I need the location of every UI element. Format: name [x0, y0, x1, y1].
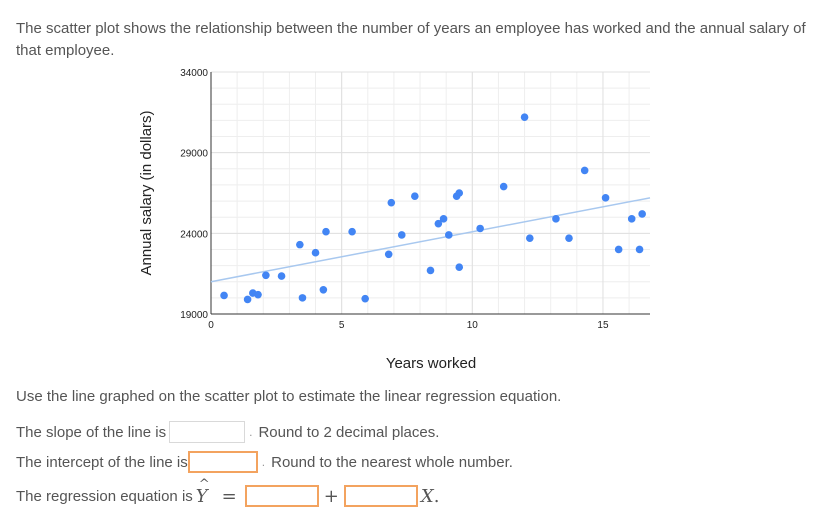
data-point [552, 215, 560, 223]
data-point [243, 295, 252, 304]
equation-slope-input[interactable] [343, 485, 418, 507]
slope-label: The slope of the line is [16, 423, 167, 441]
x-tick-label: 0 [208, 320, 214, 331]
data-point [254, 290, 262, 299]
data-point [565, 234, 573, 242]
data-point [455, 263, 464, 272]
data-point [614, 245, 623, 254]
data-point [525, 234, 534, 242]
equation-label: The regression equation is [16, 487, 193, 505]
intercept-label: The intercept of the line is [16, 453, 188, 471]
slope-input[interactable] [169, 421, 246, 443]
data-point [384, 250, 393, 259]
data-point [387, 198, 396, 207]
data-point [426, 266, 435, 275]
data-point [298, 294, 307, 302]
hat-symbol: ^ [198, 476, 210, 492]
data-point [455, 189, 464, 197]
equation-period: . [433, 485, 440, 507]
y-tick-label: 29000 [180, 149, 208, 160]
equation-row: The regression equation is ^ Y = + X . [16, 477, 440, 507]
x-tick-label: 10 [467, 320, 479, 331]
y-axis-title: Annual salary (in dollars) [138, 110, 155, 275]
trend-line [210, 197, 651, 283]
data-point [361, 294, 369, 303]
plus-sign: + [323, 485, 339, 507]
y-tick-label: 19000 [180, 310, 208, 321]
data-point [348, 227, 356, 236]
data-point [444, 231, 453, 239]
equals-sign: = [221, 485, 237, 507]
data-point [311, 248, 320, 257]
data-point [319, 286, 328, 294]
hint-separator: . [249, 425, 253, 439]
data-point [411, 192, 419, 201]
data-point [601, 194, 610, 202]
data-point [499, 182, 508, 191]
data-point [397, 231, 406, 239]
y-symbol: Y [195, 485, 208, 507]
x-tick-label: 5 [339, 320, 345, 331]
equation-intercept-input[interactable] [244, 485, 319, 507]
y-hat-symbol: ^ Y [195, 477, 210, 507]
data-point [296, 240, 304, 249]
y-tick-label: 34000 [180, 68, 208, 79]
x-axis-title: Years worked [386, 355, 476, 372]
data-point [638, 210, 646, 218]
instruction-text: Use the line graphed on the scatter plot… [16, 388, 562, 405]
y-tick-label: 24000 [180, 229, 208, 240]
intercept-input[interactable] [187, 451, 258, 473]
hint-separator: . [261, 455, 266, 469]
data-point [277, 272, 286, 280]
slope-hint: Round to 2 decimal places. [258, 423, 440, 441]
data-point [322, 227, 330, 236]
question-text: The scatter plot shows the relationship … [16, 20, 806, 59]
data-point [580, 166, 589, 175]
data-point [520, 113, 529, 121]
data-point [627, 215, 636, 223]
intercept-hint: Round to the nearest whole number. [271, 453, 513, 471]
data-point [262, 271, 270, 280]
data-point [635, 245, 644, 254]
slope-row: The slope of the line is . Round to 2 de… [16, 421, 439, 443]
data-point [476, 224, 484, 233]
scatter-chart: 19000 24000 29000 34000 0 5 10 15 Years worked An… [138, 68, 651, 372]
x-tick-label: 15 [597, 320, 609, 331]
data-point [220, 291, 228, 300]
x-symbol: X [420, 485, 434, 507]
data-point [434, 219, 443, 228]
intercept-row: The intercept of the line is . Round to … [16, 451, 513, 473]
data-point [439, 215, 448, 223]
